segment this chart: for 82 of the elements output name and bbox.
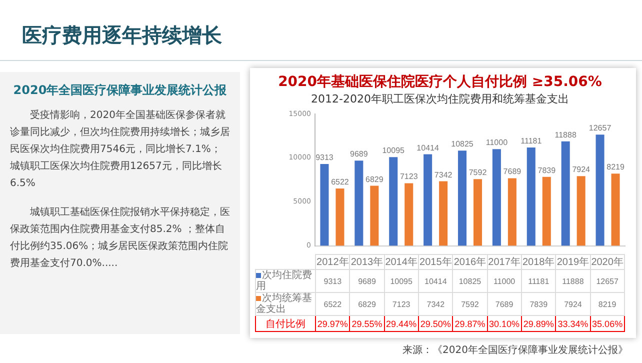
data-label: 12657	[588, 124, 612, 133]
data-label: 7592	[468, 168, 488, 178]
text: 12657	[590, 270, 624, 292]
bar	[354, 160, 364, 246]
text: 6829	[350, 292, 384, 316]
data-label: 11181	[520, 136, 542, 146]
bar	[508, 178, 516, 246]
bar	[473, 179, 482, 246]
text: 7592	[452, 292, 488, 316]
bar	[424, 154, 432, 246]
data-label: 10414	[416, 143, 440, 152]
text: 9689	[350, 270, 384, 292]
chart-subtitle: 2012-2020年职工医保次均住院费用和统筹基金支出	[311, 92, 569, 106]
text: 自付比例	[256, 316, 316, 332]
data-label: 7839	[538, 166, 556, 175]
text: 城镇职工基础医保住院报销水平保持稳定，医保政策范围内住院费用基金支付85.2% ；整体自付比例约35.06%；城乡居民医保政策范围内住院费用基金支付70.0%.....	[10, 206, 230, 271]
text: 29.55%	[350, 316, 384, 332]
x-tick-label: 2019年	[556, 254, 590, 270]
legend-label: 次均统筹基金支出	[256, 293, 312, 315]
bar	[611, 174, 620, 246]
data-label: 10825	[451, 140, 474, 149]
bar	[458, 150, 467, 246]
data-label: 7689	[503, 167, 522, 176]
chart-title: 2020年基础医保住院医疗个人自付比例 ≥35.06%	[278, 73, 602, 90]
bar	[404, 183, 414, 246]
text: 10414	[418, 270, 453, 292]
bar	[320, 164, 329, 246]
bar	[439, 181, 448, 246]
data-label: 7924	[572, 165, 591, 174]
text: 29.87%	[452, 316, 488, 332]
x-tick-label: 2012年	[316, 254, 350, 270]
text: 11888	[556, 270, 590, 292]
text: 33.34%	[556, 316, 590, 332]
text: 医疗费用逐年持续增长	[22, 22, 222, 49]
text: 7924	[556, 292, 590, 316]
x-tick-label: 2017年	[487, 254, 522, 270]
bar	[389, 157, 398, 246]
legend-label: 次均住院费用	[256, 270, 312, 292]
data-label: 9313	[316, 152, 334, 162]
bar	[596, 134, 604, 246]
text: 7342	[418, 292, 453, 316]
text: 受疫情影响，2020年全国基础医保参保者就诊量同比减少，但次均住院费用持续增长；城乡居民医保次均住院费用7546元，同比增长7.1%；城镇职工医保次均住院费用12657元，同比增长6.5%	[10, 108, 230, 191]
bar	[370, 186, 379, 246]
text: 29.97%	[316, 316, 350, 332]
text: 10825	[452, 270, 488, 292]
text: 7123	[384, 292, 418, 316]
x-tick-label: 2014年	[384, 254, 418, 270]
data-label: 8219	[606, 162, 625, 172]
bar	[526, 148, 536, 246]
text: 11000	[487, 270, 522, 292]
x-tick-label: 2016年	[452, 254, 488, 270]
text: 35.06%	[590, 316, 624, 332]
text: 7689	[487, 292, 522, 316]
data-label: 7342	[434, 170, 453, 180]
data-label: 6522	[331, 177, 350, 186]
data-label: 11888	[554, 130, 577, 140]
text: 7839	[521, 292, 556, 316]
x-tick-label: 2018年	[521, 254, 556, 270]
x-tick-label: 2013年	[350, 254, 384, 270]
text: 29.89%	[521, 316, 556, 332]
text: 29.50%	[418, 316, 453, 332]
bar	[542, 176, 551, 246]
text: 30.10%	[487, 316, 522, 332]
bar	[576, 176, 586, 246]
data-label: 11000	[486, 138, 508, 148]
x-tick-label: 2020年	[590, 254, 624, 270]
source-note: 来源：《2020年全国医疗保障事业发展统计公报》	[402, 344, 628, 357]
data-label: 6829	[366, 174, 384, 184]
bar	[492, 149, 501, 246]
data-label: 9689	[350, 150, 368, 159]
text: 8219	[590, 292, 624, 316]
text: 29.44%	[384, 316, 418, 332]
text: 10095	[384, 270, 418, 292]
x-tick-label: 2015年	[418, 254, 453, 270]
text: 2020年全国医疗保障事业发展统计公报	[12, 82, 228, 99]
text: 9313	[316, 270, 350, 292]
data-label: 7123	[400, 172, 418, 182]
bar	[336, 188, 344, 246]
data-label: 10095	[382, 146, 406, 156]
text: 6522	[316, 292, 350, 316]
bar	[561, 141, 570, 246]
text: 11181	[521, 270, 556, 292]
